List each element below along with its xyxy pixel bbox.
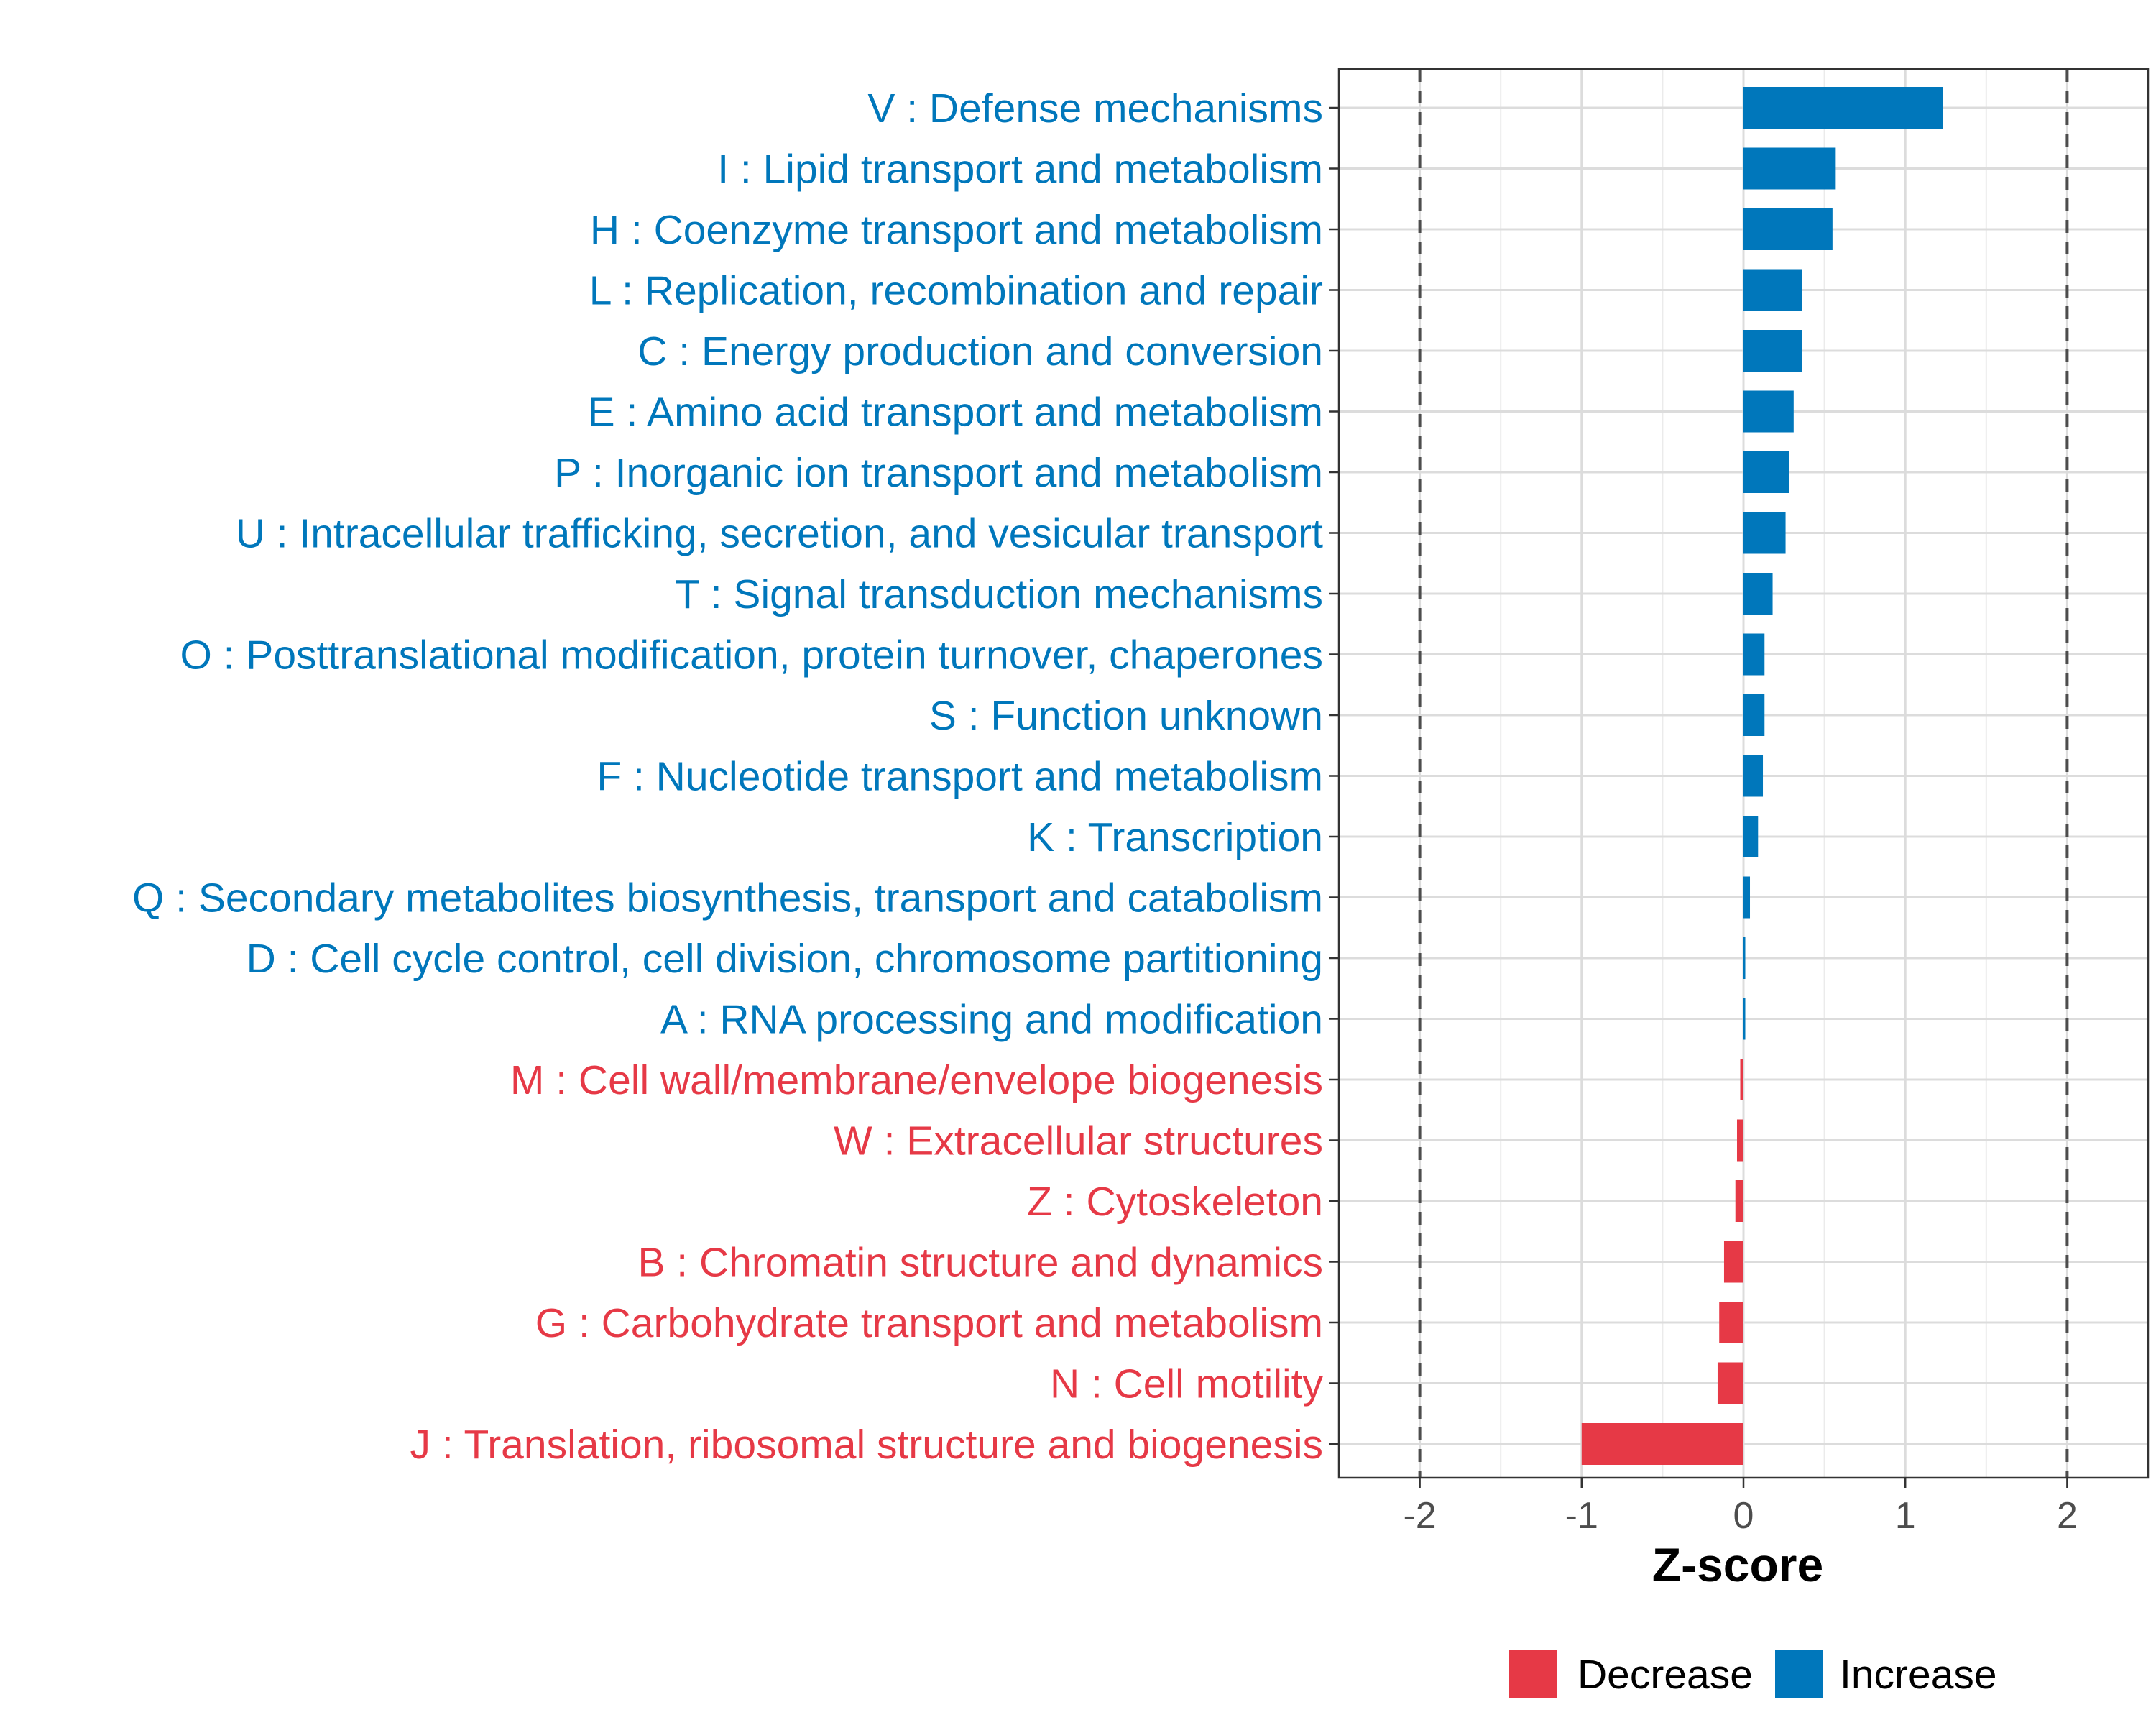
bar-b: [1723, 1241, 1743, 1283]
bar-c: [1743, 330, 1802, 372]
x-tick-label: -2: [1403, 1495, 1436, 1537]
category-label: M : Cell wall/membrane/envelope biogenes…: [510, 1057, 1323, 1103]
category-label: P : Inorganic ion transport and metaboli…: [554, 450, 1323, 496]
bar-i: [1743, 147, 1836, 190]
bar-u: [1743, 512, 1786, 554]
category-label: Z : Cytoskeleton: [1027, 1179, 1323, 1225]
bar-j: [1581, 1423, 1743, 1465]
reference-lines: [1418, 69, 2069, 1478]
category-label: N : Cell motility: [1050, 1361, 1324, 1407]
category-label: V : Defense mechanisms: [867, 86, 1323, 132]
category-label: G : Carbohydrate transport and metabolis…: [535, 1300, 1323, 1346]
bar-e: [1743, 390, 1794, 433]
category-label: H : Coenzyme transport and metabolism: [590, 207, 1323, 253]
bar-g: [1719, 1302, 1743, 1343]
bar-a: [1743, 998, 1746, 1040]
category-label: F : Nucleotide transport and metabolism: [596, 754, 1323, 800]
category-label: S : Function unknown: [929, 693, 1323, 739]
bar-w: [1736, 1119, 1743, 1162]
x-tick-label: -1: [1565, 1495, 1598, 1537]
category-label: B : Chromatin structure and dynamics: [637, 1240, 1323, 1286]
legend-label-decrease: Decrease: [1577, 1652, 1753, 1698]
category-label: U : Intracellular trafficking, secretion…: [236, 511, 1323, 557]
category-label: O : Posttranslational modification, prot…: [180, 632, 1323, 678]
category-label: D : Cell cycle control, cell division, c…: [247, 936, 1323, 982]
category-label: W : Extracellular structures: [834, 1118, 1323, 1164]
y-axis: V : Defense mechanisms I : Lipid transpor…: [132, 86, 1339, 1468]
bar-v: [1743, 87, 1943, 129]
bar-k: [1743, 816, 1759, 857]
category-label: A : RNA processing and modification: [660, 997, 1323, 1043]
bar-l: [1743, 269, 1802, 311]
x-axis: -2 -1 0 1 2: [1403, 1478, 2078, 1537]
bar-t: [1743, 573, 1773, 615]
legend-label-increase: Increase: [1840, 1652, 1997, 1698]
x-tick-label: 2: [2057, 1495, 2078, 1537]
category-label: L : Replication, recombination and repai…: [589, 268, 1323, 314]
x-tick-label: 1: [1895, 1495, 1916, 1537]
x-axis-title: Z-score: [1652, 1538, 1823, 1591]
bar-o: [1743, 633, 1765, 676]
bar-n: [1717, 1362, 1743, 1404]
category-label: E : Amino acid transport and metabolism: [588, 390, 1323, 436]
category-label: T : Signal transduction mechanisms: [675, 571, 1323, 617]
bar-layer: [1581, 87, 1943, 1465]
legend-swatch-decrease: [1509, 1650, 1557, 1698]
category-label: K : Transcription: [1027, 814, 1323, 860]
bar-f: [1743, 755, 1764, 797]
bar-q: [1743, 876, 1751, 919]
legend: Decrease Increase: [1509, 1650, 1997, 1698]
bar-m: [1740, 1059, 1743, 1100]
legend-swatch-increase: [1775, 1650, 1823, 1698]
bar-h: [1743, 208, 1833, 250]
category-label: I : Lipid transport and metabolism: [717, 147, 1323, 193]
bar-s: [1743, 694, 1765, 736]
category-label: Q : Secondary metabolites biosynthesis, …: [132, 875, 1323, 921]
category-label: C : Energy production and conversion: [637, 328, 1323, 374]
bar-z: [1735, 1180, 1743, 1222]
category-label: J : Translation, ribosomal structure and…: [410, 1422, 1323, 1468]
bar-d: [1743, 937, 1746, 979]
x-tick-label: 0: [1733, 1495, 1754, 1537]
bar-p: [1743, 451, 1789, 493]
